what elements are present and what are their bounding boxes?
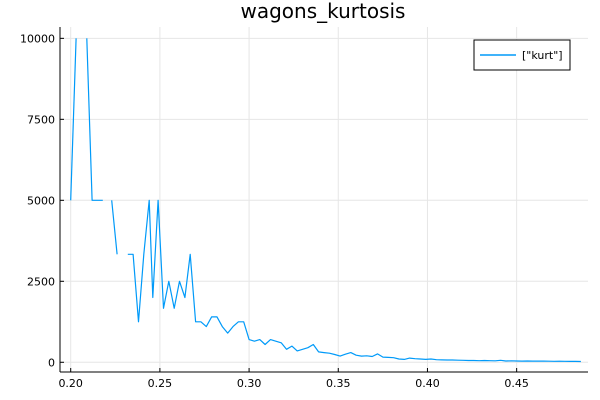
grid-lines xyxy=(60,27,588,372)
series-line-segment xyxy=(70,38,77,201)
x-tick-label: 0.40 xyxy=(415,377,440,390)
y-tick-label: 0 xyxy=(48,356,55,369)
y-tick-label: 10000 xyxy=(20,32,55,45)
plot-lines xyxy=(70,38,581,363)
axes xyxy=(59,27,588,373)
y-axis-ticks: 0 2500 5000 7500 10000 xyxy=(20,32,64,369)
x-tick-label: 0.25 xyxy=(148,377,173,390)
x-axis-ticks: 0.20 0.25 0.30 0.35 0.40 0.45 xyxy=(58,368,529,390)
x-tick-label: 0.35 xyxy=(326,377,351,390)
series-line-segment xyxy=(127,199,581,363)
legend: ["kurt"] xyxy=(473,39,571,71)
chart-title: wagons_kurtosis xyxy=(241,0,406,23)
y-tick-label: 5000 xyxy=(27,194,55,207)
x-tick-label: 0.45 xyxy=(504,377,529,390)
x-tick-label: 0.20 xyxy=(58,377,83,390)
series-line-segment xyxy=(111,200,118,255)
legend-label: ["kurt"] xyxy=(522,49,563,62)
x-tick-label: 0.30 xyxy=(237,377,262,390)
y-tick-label: 7500 xyxy=(27,113,55,126)
y-tick-label: 2500 xyxy=(27,275,55,288)
series-line-segment xyxy=(86,38,103,201)
